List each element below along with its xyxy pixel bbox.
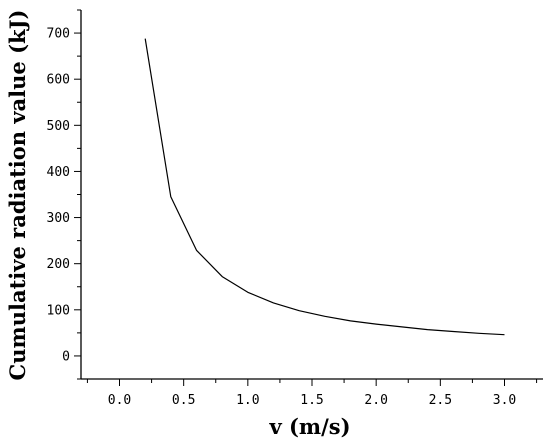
x-tick-label: 2.0 <box>364 393 387 408</box>
y-tick-label: 500 <box>47 119 70 134</box>
x-tick-label: 3.0 <box>493 393 516 408</box>
x-tick-label: 2.5 <box>429 393 452 408</box>
tick-labels: 0 100 200 300 400 500 600 700 0.0 0.5 1.0 1.5 2.0 2.5… <box>47 27 517 408</box>
y-tick-label: 100 <box>47 303 70 318</box>
x-axis-title: v (m/s) <box>268 414 350 439</box>
y-tick-label: 700 <box>47 27 70 42</box>
x-tick-label: 1.0 <box>236 393 259 408</box>
y-tick-label: 400 <box>47 165 70 180</box>
series-line <box>144 38 505 336</box>
y-axis-title: Cumulative radiation value (kJ) <box>5 10 30 381</box>
series <box>144 38 505 336</box>
x-tick-label: 0.0 <box>108 393 131 408</box>
y-tick-label: 0 <box>62 349 70 364</box>
y-tick-label: 600 <box>47 73 70 88</box>
x-tick-label: 1.5 <box>300 393 323 408</box>
y-tick-label: 300 <box>47 211 70 226</box>
axes <box>80 10 543 380</box>
x-tick-label: 0.5 <box>172 393 195 408</box>
y-tick-label: 200 <box>47 257 70 272</box>
ticks <box>74 9 538 386</box>
